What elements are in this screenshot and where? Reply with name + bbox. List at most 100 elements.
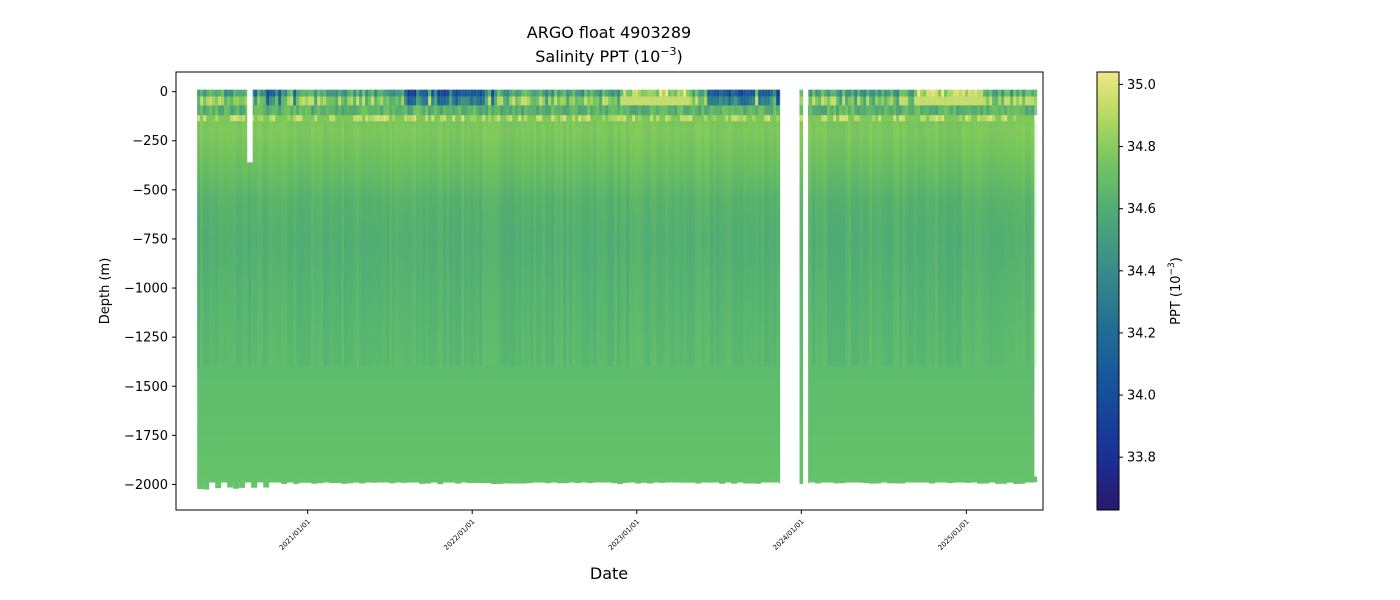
profile-strip — [992, 121, 996, 367]
subsurface-cell — [905, 96, 909, 106]
halocline-cell — [746, 105, 750, 116]
halocline-cell — [899, 105, 903, 116]
surface-cell — [512, 89, 516, 97]
profile-bottom-cell — [833, 476, 840, 484]
profile-strip — [299, 121, 303, 367]
salty-lens-cell — [1004, 115, 1008, 122]
subsurface-cell — [692, 96, 696, 106]
halocline-cell — [350, 105, 354, 116]
profile-strip — [926, 121, 930, 367]
profile-strip — [227, 121, 231, 367]
subsurface-cell — [830, 96, 834, 106]
subsurface-cell — [668, 96, 672, 106]
profile-bottom-cell — [551, 476, 558, 483]
surface-cell — [968, 89, 972, 97]
subsurface-cell — [365, 96, 369, 106]
halocline-cell — [359, 105, 363, 116]
surface-cell — [944, 89, 948, 97]
profile-strip — [542, 121, 546, 367]
profile-strip — [545, 121, 549, 367]
profile-strip — [614, 121, 618, 367]
profile-strip — [485, 121, 489, 367]
salty-lens-cell — [509, 115, 513, 122]
halocline-cell — [1016, 105, 1020, 116]
profile-strip — [611, 121, 615, 367]
halocline-cell — [902, 105, 906, 116]
halocline-cell — [767, 105, 771, 116]
subsurface-cell — [1019, 96, 1023, 106]
halocline-cell — [809, 105, 813, 116]
halocline-cell — [512, 105, 516, 116]
salty-lens-cell — [497, 115, 501, 122]
surface-cell — [557, 89, 561, 97]
surface-cell — [218, 89, 222, 97]
halocline-cell — [638, 105, 642, 116]
profile-strip — [752, 121, 756, 367]
surface-cell — [596, 89, 600, 97]
subsurface-cell — [335, 96, 339, 106]
profile-bottom-cell — [443, 476, 450, 480]
surface-cell — [704, 89, 708, 97]
profile-bottom-cell — [725, 476, 732, 480]
profile-strip — [212, 121, 216, 367]
subsurface-cell — [506, 96, 510, 106]
surface-cell — [755, 89, 759, 97]
profile-bottom-cell — [635, 476, 642, 484]
salty-lens-cell — [356, 115, 360, 122]
profile-strip — [836, 121, 840, 367]
halocline-cell — [641, 105, 645, 116]
subsurface-cell — [347, 96, 351, 106]
profile-bottom-cell — [647, 476, 654, 484]
subsurface-cell — [494, 96, 498, 106]
surface-cell — [725, 89, 729, 97]
salty-lens-cell — [461, 115, 465, 122]
profile-strip — [953, 121, 957, 367]
halocline-cell — [515, 105, 519, 116]
salty-lens-cell — [740, 115, 744, 122]
subsurface-cell — [425, 96, 429, 106]
profile-bottom-cell — [761, 476, 768, 483]
profile-strip — [854, 121, 858, 367]
subsurface-cell — [578, 96, 582, 106]
profile-strip — [671, 121, 675, 367]
surface-cell — [608, 89, 612, 97]
halocline-cell — [974, 105, 978, 116]
profile-strip — [887, 121, 891, 367]
surface-cell — [233, 89, 237, 97]
subsurface-cell — [764, 96, 768, 106]
profile-strip — [251, 121, 255, 367]
profile-bottom-cell — [533, 476, 540, 480]
subsurface-cell — [590, 96, 594, 106]
surface-cell — [446, 89, 450, 97]
surface-cell — [239, 89, 243, 97]
surface-cell — [995, 89, 999, 97]
subsurface-cell — [920, 96, 924, 106]
profile-strip — [695, 121, 699, 367]
halocline-cell — [554, 105, 558, 116]
halocline-cell — [212, 105, 216, 116]
subsurface-cell — [734, 96, 738, 106]
salinity-field — [197, 91, 1035, 483]
profile-bottom-cell — [263, 476, 270, 488]
subsurface-cell — [428, 96, 432, 106]
subsurface-cell — [278, 96, 282, 106]
surface-cell — [362, 89, 366, 97]
surface-cell — [920, 89, 924, 97]
profile-strip — [398, 121, 402, 367]
profile-bottom-cell — [359, 476, 366, 484]
subsurface-cell — [875, 96, 879, 106]
halocline-cell — [896, 105, 900, 116]
salty-lens-cell — [737, 115, 741, 122]
salty-lens-cell — [383, 115, 387, 122]
halocline-cell — [713, 105, 717, 116]
surface-cell — [281, 89, 285, 97]
surface-cell — [851, 89, 855, 97]
halocline-cell — [509, 105, 513, 116]
profile-bottom-cell — [575, 476, 582, 484]
profile-bottom-cell — [341, 476, 348, 484]
surface-cell — [395, 89, 399, 97]
subsurface-cell — [383, 96, 387, 106]
colorbar-axis: 33.8 34.0 34.2 34.4 34.6 34.8 35.0 — [1119, 78, 1156, 466]
halocline-cell — [764, 105, 768, 116]
surface-cell — [296, 89, 300, 97]
